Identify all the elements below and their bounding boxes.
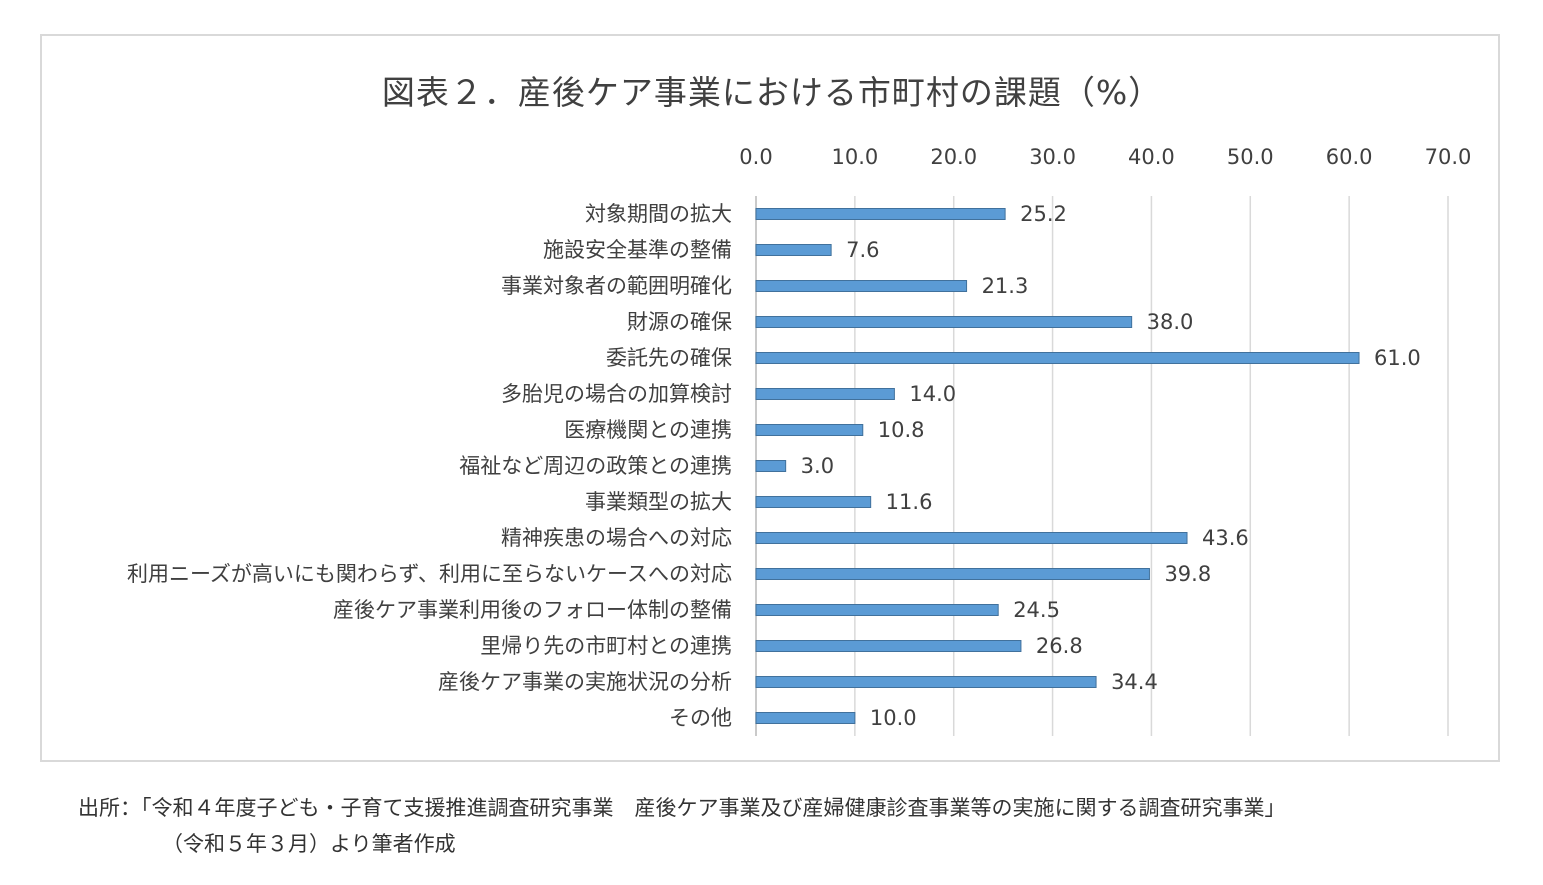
x-tick-label-5: 50.0 <box>1227 145 1274 169</box>
chart-title: 図表２．産後ケア事業における市町村の課題（%） <box>381 73 1163 112</box>
category-label-0: 対象期間の拡大 <box>585 202 732 226</box>
chart-frame: 図表２．産後ケア事業における市町村の課題（%） 0.0 10.0 20.0 30.0 4… <box>40 34 1500 762</box>
gridlines <box>755 196 1449 736</box>
category-label-7: 福祉など周辺の政策との連携 <box>459 454 732 478</box>
category-label-3: 財源の確保 <box>627 310 732 334</box>
bar-11 <box>755 604 999 616</box>
source-line-1: 出所：「令和４年度子ども・子育て支援推進調査研究事業 産後ケア事業及び産婦健康診… <box>78 796 1286 820</box>
x-tick-label-0: 0.0 <box>739 145 772 169</box>
bar-0 <box>755 208 1006 220</box>
bar-2 <box>755 280 968 292</box>
source-line-2: （令和５年３月）より筆者作成 <box>162 832 456 856</box>
value-label-8: 11.6 <box>886 490 933 514</box>
x-tick-label-6: 60.0 <box>1326 145 1373 169</box>
x-tick-label-7: 70.0 <box>1425 145 1472 169</box>
x-tick-label-3: 30.0 <box>1029 145 1076 169</box>
bar-4 <box>755 352 1360 364</box>
value-label-7: 3.0 <box>801 454 834 478</box>
category-label-12: 里帰り先の市町村との連携 <box>480 634 732 658</box>
bar-chart: 0.0 10.0 20.0 30.0 40.0 50.0 60.0 70.0 対象期間の拡大施… <box>127 145 1471 736</box>
value-label-3: 38.0 <box>1147 310 1194 334</box>
category-label-5: 多胎児の場合の加算検討 <box>501 382 732 406</box>
bar-5 <box>755 388 895 400</box>
x-tick-label-4: 40.0 <box>1128 145 1175 169</box>
category-label-9: 精神疾患の場合への対応 <box>501 526 732 550</box>
bar-6 <box>755 424 864 436</box>
x-tick-label-1: 10.0 <box>831 145 878 169</box>
bar-3 <box>755 316 1133 328</box>
value-label-10: 39.8 <box>1164 562 1211 586</box>
bar-12 <box>755 640 1022 652</box>
bar-1 <box>755 244 832 256</box>
category-labels: 対象期間の拡大施設安全基準の整備事業対象者の範囲明確化財源の確保委託先の確保多胎… <box>127 202 732 730</box>
category-label-2: 事業対象者の範囲明確化 <box>501 274 732 298</box>
bar-7 <box>755 460 787 472</box>
category-label-1: 施設安全基準の整備 <box>543 238 732 262</box>
value-label-14: 10.0 <box>870 706 917 730</box>
bars <box>755 208 1360 724</box>
value-labels: 25.2 7.6 21.3 38.0 61.0 14.0 10.8 3.0 11.6 43.6 39… <box>801 202 1421 730</box>
category-label-8: 事業類型の拡大 <box>585 490 732 514</box>
value-label-2: 21.3 <box>982 274 1029 298</box>
value-label-6: 10.8 <box>878 418 925 442</box>
x-axis-ticks: 0.0 10.0 20.0 30.0 40.0 50.0 60.0 70.0 <box>739 145 1471 169</box>
bar-9 <box>755 532 1188 544</box>
value-label-1: 7.6 <box>846 238 879 262</box>
bar-14 <box>755 712 856 724</box>
category-label-11: 産後ケア事業利用後のフォロー体制の整備 <box>333 598 732 622</box>
bar-10 <box>755 568 1150 580</box>
source-note: 出所：「令和４年度子ども・子育て支援推進調査研究事業 産後ケア事業及び産婦健康診… <box>78 790 1286 862</box>
category-label-10: 利用ニーズが高いにも関わらず、利用に至らないケースへの対応 <box>127 562 732 586</box>
x-tick-label-2: 20.0 <box>930 145 977 169</box>
value-label-0: 25.2 <box>1020 202 1067 226</box>
value-label-12: 26.8 <box>1036 634 1083 658</box>
category-label-4: 委託先の確保 <box>606 346 732 370</box>
category-label-6: 医療機関との連携 <box>564 418 732 442</box>
bar-13 <box>755 676 1097 688</box>
category-label-13: 産後ケア事業の実施状況の分析 <box>438 670 732 694</box>
value-label-11: 24.5 <box>1013 598 1060 622</box>
value-label-13: 34.4 <box>1111 670 1158 694</box>
bar-8 <box>755 496 872 508</box>
value-label-4: 61.0 <box>1374 346 1421 370</box>
category-label-14: その他 <box>669 706 732 730</box>
value-label-5: 14.0 <box>909 382 956 406</box>
value-label-9: 43.6 <box>1202 526 1249 550</box>
